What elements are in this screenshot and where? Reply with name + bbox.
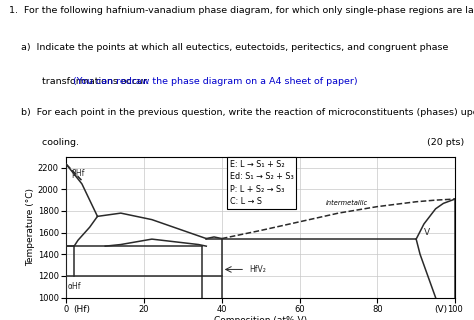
Text: E: L → S₁ + S₂
Ed: S₁ → S₂ + S₃
P: L + S₂ → S₃
C: L → S: E: L → S₁ + S₂ Ed: S₁ → S₂ + S₃ P: L + S… — [229, 160, 293, 206]
Text: a)  Indicate the points at which all eutectics, eutectoids, peritectics, and con: a) Indicate the points at which all eute… — [9, 43, 449, 52]
Text: HfV₂: HfV₂ — [249, 265, 266, 274]
Text: (You can redraw the phase diagram on a A4 sheet of paper): (You can redraw the phase diagram on a A… — [73, 77, 358, 86]
Text: b)  For each point in the previous question, write the reaction of microconstitu: b) For each point in the previous questi… — [9, 108, 474, 116]
Text: (V): (V) — [434, 305, 447, 314]
Text: intermetallic: intermetallic — [326, 200, 368, 206]
Text: βHf: βHf — [71, 169, 84, 178]
Text: 1.  For the following hafnium-vanadium phase diagram, for which only single-phas: 1. For the following hafnium-vanadium ph… — [9, 6, 474, 15]
Y-axis label: Temperature (°C): Temperature (°C) — [26, 188, 35, 266]
X-axis label: Composition (at% V): Composition (at% V) — [214, 316, 307, 320]
Text: (20 pts): (20 pts) — [427, 138, 464, 147]
Text: transformations occur.: transformations occur. — [9, 77, 153, 86]
Text: cooling.: cooling. — [9, 138, 80, 147]
Text: (Hf): (Hf) — [73, 305, 91, 314]
Text: V: V — [424, 228, 430, 237]
Text: αHf: αHf — [67, 282, 81, 291]
